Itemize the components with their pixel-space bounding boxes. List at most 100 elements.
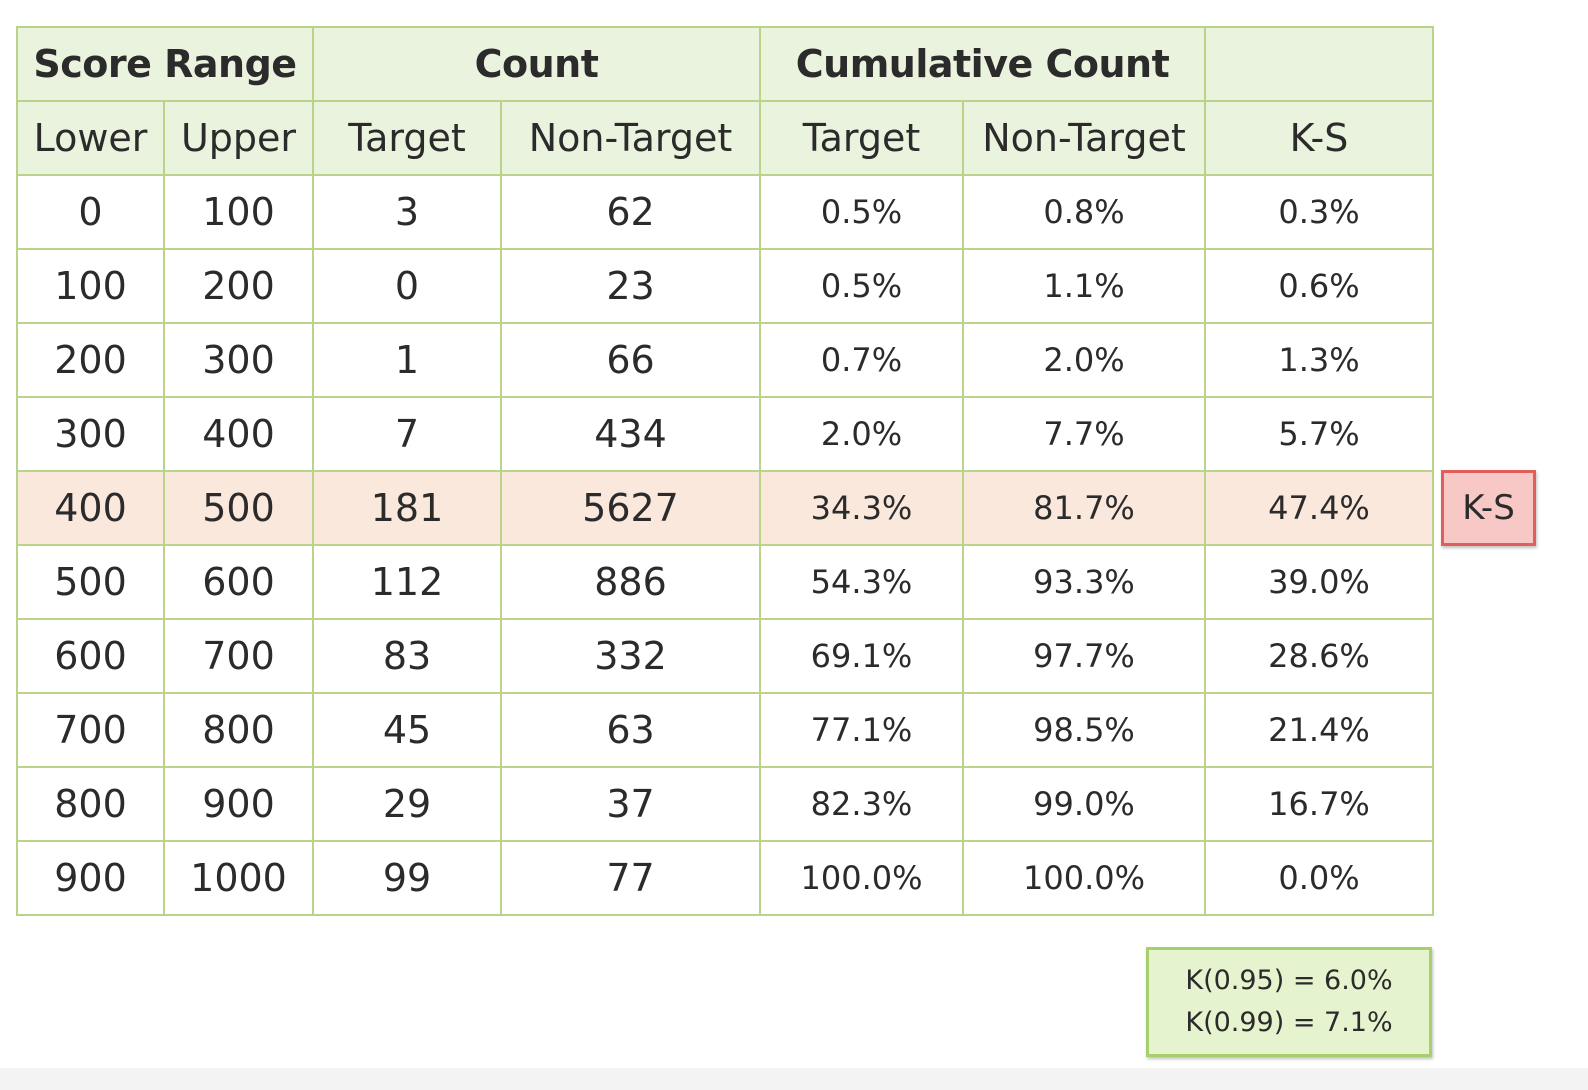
cell-non-target: 886 xyxy=(500,544,761,620)
cell-lower: 200 xyxy=(16,322,165,398)
cell-cum-target: 82.3% xyxy=(759,766,964,842)
table-row: 700 800 45 63 77.1% 98.5% 21.4% xyxy=(16,692,1434,768)
column-header-non-target: Non-Target xyxy=(500,100,761,176)
cell-ks: 0.6% xyxy=(1204,248,1434,324)
cell-cum-target: 0.5% xyxy=(759,248,964,324)
column-header-ks: K-S xyxy=(1204,100,1434,176)
cell-ks: 1.3% xyxy=(1204,322,1434,398)
cell-cum-non-target: 98.5% xyxy=(962,692,1206,768)
cell-target: 181 xyxy=(312,470,502,546)
cell-ks: 0.3% xyxy=(1204,174,1434,250)
cell-ks: 21.4% xyxy=(1204,692,1434,768)
column-header-lower: Lower xyxy=(16,100,165,176)
cell-upper: 400 xyxy=(163,396,314,472)
cell-ks: 16.7% xyxy=(1204,766,1434,842)
cell-lower: 100 xyxy=(16,248,165,324)
cell-cum-non-target: 2.0% xyxy=(962,322,1206,398)
cell-upper: 1000 xyxy=(163,840,314,916)
cell-lower: 900 xyxy=(16,840,165,916)
cell-upper: 800 xyxy=(163,692,314,768)
group-header-row: Score Range Count Cumulative Count xyxy=(16,26,1434,102)
cell-target: 29 xyxy=(312,766,502,842)
cell-cum-non-target: 100.0% xyxy=(962,840,1206,916)
cell-target: 45 xyxy=(312,692,502,768)
cell-non-target: 5627 xyxy=(500,470,761,546)
table-body: 0 100 3 62 0.5% 0.8% 0.3% 100 200 0 23 0.5% 1.1% 0.6%… xyxy=(16,174,1434,916)
cell-cum-target: 77.1% xyxy=(759,692,964,768)
group-header-blank xyxy=(1204,26,1434,102)
table-row: 900 1000 99 77 100.0% 100.0% 0.0% xyxy=(16,840,1434,916)
cell-non-target: 37 xyxy=(500,766,761,842)
group-header-count: Count xyxy=(312,26,761,102)
table-row: 300 400 7 434 2.0% 7.7% 5.7% xyxy=(16,396,1434,472)
critical-value-99: K(0.99) = 7.1% xyxy=(1185,1007,1393,1038)
cell-upper: 200 xyxy=(163,248,314,324)
cell-cum-non-target: 81.7% xyxy=(962,470,1206,546)
cell-cum-target: 0.5% xyxy=(759,174,964,250)
cell-lower: 800 xyxy=(16,766,165,842)
cell-ks: 0.0% xyxy=(1204,840,1434,916)
cell-cum-non-target: 1.1% xyxy=(962,248,1206,324)
cell-cum-target: 100.0% xyxy=(759,840,964,916)
cell-ks: 47.4% xyxy=(1204,470,1434,546)
cell-ks: 28.6% xyxy=(1204,618,1434,694)
cell-ks: 5.7% xyxy=(1204,396,1434,472)
cell-cum-non-target: 0.8% xyxy=(962,174,1206,250)
cell-target: 3 xyxy=(312,174,502,250)
column-header-cum-target: Target xyxy=(759,100,964,176)
critical-values-box: K(0.95) = 6.0% K(0.99) = 7.1% xyxy=(1146,947,1432,1057)
cell-lower: 300 xyxy=(16,396,165,472)
cell-non-target: 23 xyxy=(500,248,761,324)
cell-cum-target: 54.3% xyxy=(759,544,964,620)
cell-cum-non-target: 93.3% xyxy=(962,544,1206,620)
ks-max-badge: K-S xyxy=(1441,470,1536,546)
column-header-row: Lower Upper Target Non-Target Target Non… xyxy=(16,100,1434,176)
cell-non-target: 63 xyxy=(500,692,761,768)
table-header: Score Range Count Cumulative Count Lower… xyxy=(16,26,1434,176)
critical-value-95: K(0.95) = 6.0% xyxy=(1185,965,1393,996)
cell-upper: 100 xyxy=(163,174,314,250)
bottom-edge xyxy=(0,1068,1588,1090)
cell-upper: 300 xyxy=(163,322,314,398)
table-row: 0 100 3 62 0.5% 0.8% 0.3% xyxy=(16,174,1434,250)
cell-non-target: 66 xyxy=(500,322,761,398)
group-header-score-range: Score Range xyxy=(16,26,314,102)
table-row: 600 700 83 332 69.1% 97.7% 28.6% xyxy=(16,618,1434,694)
cell-lower: 700 xyxy=(16,692,165,768)
cell-cum-target: 34.3% xyxy=(759,470,964,546)
column-header-upper: Upper xyxy=(163,100,314,176)
cell-cum-target: 2.0% xyxy=(759,396,964,472)
cell-target: 112 xyxy=(312,544,502,620)
cell-non-target: 62 xyxy=(500,174,761,250)
cell-upper: 700 xyxy=(163,618,314,694)
cell-target: 99 xyxy=(312,840,502,916)
cell-upper: 600 xyxy=(163,544,314,620)
cell-non-target: 434 xyxy=(500,396,761,472)
cell-lower: 0 xyxy=(16,174,165,250)
cell-ks: 39.0% xyxy=(1204,544,1434,620)
cell-target: 83 xyxy=(312,618,502,694)
table-row: 800 900 29 37 82.3% 99.0% 16.7% xyxy=(16,766,1434,842)
table-row: 400 500 181 5627 34.3% 81.7% 47.4% xyxy=(16,470,1434,546)
cell-cum-non-target: 97.7% xyxy=(962,618,1206,694)
cell-non-target: 332 xyxy=(500,618,761,694)
cell-cum-non-target: 7.7% xyxy=(962,396,1206,472)
column-header-cum-non-target: Non-Target xyxy=(962,100,1206,176)
cell-target: 0 xyxy=(312,248,502,324)
column-header-target: Target xyxy=(312,100,502,176)
table-row: 500 600 112 886 54.3% 93.3% 39.0% xyxy=(16,544,1434,620)
group-header-cumulative-count: Cumulative Count xyxy=(759,26,1206,102)
cell-cum-target: 69.1% xyxy=(759,618,964,694)
table-row: 200 300 1 66 0.7% 2.0% 1.3% xyxy=(16,322,1434,398)
table-row: 100 200 0 23 0.5% 1.1% 0.6% xyxy=(16,248,1434,324)
ks-table: Score Range Count Cumulative Count Lower… xyxy=(16,26,1434,916)
cell-target: 7 xyxy=(312,396,502,472)
cell-lower: 500 xyxy=(16,544,165,620)
cell-cum-target: 0.7% xyxy=(759,322,964,398)
cell-cum-non-target: 99.0% xyxy=(962,766,1206,842)
cell-target: 1 xyxy=(312,322,502,398)
cell-upper: 500 xyxy=(163,470,314,546)
cell-upper: 900 xyxy=(163,766,314,842)
cell-lower: 400 xyxy=(16,470,165,546)
